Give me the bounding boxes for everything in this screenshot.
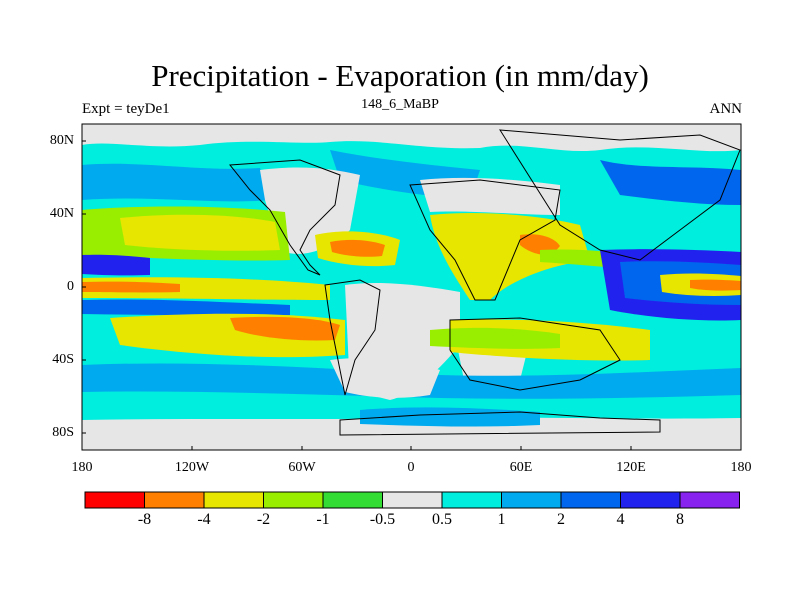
colorbar-label: 4 bbox=[616, 511, 625, 528]
colorbar-box bbox=[84, 491, 145, 509]
europe-gray bbox=[420, 177, 560, 215]
north-pacific-band bbox=[82, 163, 270, 202]
africa-arabia-dry bbox=[430, 213, 590, 300]
n-pacific-dry-yellow bbox=[120, 214, 280, 251]
experiment-label: Expt = teyDe1 bbox=[82, 101, 170, 117]
colorbar-label: -8 bbox=[137, 511, 152, 528]
colorbar-box bbox=[620, 491, 681, 509]
equatorial-orange bbox=[82, 281, 180, 293]
coastline-india-australia bbox=[449, 317, 621, 391]
plot-title: Precipitation - Evaporation (in mm/day) bbox=[151, 58, 649, 93]
colorbar bbox=[84, 491, 740, 509]
colorbar-box bbox=[679, 491, 740, 509]
colorbar-label: -4 bbox=[197, 511, 211, 528]
colorbar-label: -0.5 bbox=[369, 511, 396, 528]
n-atlantic-orange bbox=[330, 239, 385, 257]
colorbar-label: 0.5 bbox=[432, 511, 452, 528]
colorbar-box bbox=[441, 491, 502, 509]
colorbar-label: 2 bbox=[557, 511, 565, 528]
coastline-north-america bbox=[229, 159, 341, 276]
x-tick-label: 60W bbox=[288, 460, 316, 475]
asia-blue bbox=[600, 160, 741, 205]
y-tick-marks bbox=[82, 140, 86, 434]
coastline-asia bbox=[499, 129, 741, 261]
colorbar-box bbox=[203, 491, 264, 509]
colorbar-label: -2 bbox=[256, 511, 271, 528]
colorbar-label: 8 bbox=[676, 511, 684, 528]
season-label: ANN bbox=[709, 101, 743, 117]
y-tick-label: 80S bbox=[52, 425, 74, 440]
arctic-gray bbox=[82, 124, 741, 152]
south-pacific-blue bbox=[82, 299, 290, 316]
x-tick-label: 180 bbox=[71, 460, 93, 475]
time-label: 148_6_MaBP bbox=[361, 97, 439, 112]
y-tick-label: 0 bbox=[67, 279, 74, 294]
coastline-south-america bbox=[324, 279, 381, 396]
equatorial-blue-west bbox=[82, 254, 150, 276]
x-tick-label: 0 bbox=[407, 460, 415, 475]
indian-ocean-green bbox=[430, 327, 560, 349]
antarctic-coast-blue bbox=[360, 407, 540, 427]
colorbar-label: -1 bbox=[316, 511, 330, 528]
y-tick-label: 80N bbox=[49, 133, 74, 148]
colorbar-box bbox=[501, 491, 562, 509]
antarctic-gray bbox=[82, 417, 741, 450]
colorbar-box bbox=[322, 491, 383, 509]
x-tick-marks bbox=[81, 446, 742, 450]
coastline-europe-africa bbox=[409, 179, 561, 301]
x-tick-label: 60E bbox=[509, 460, 533, 475]
y-tick-label: 40S bbox=[52, 352, 74, 367]
x-tick-label: 120W bbox=[174, 460, 210, 475]
s-pacific-dry-orange bbox=[230, 316, 340, 341]
coastline-antarctica bbox=[339, 411, 661, 436]
colorbar-box bbox=[560, 491, 621, 509]
colorbar-label: 1 bbox=[497, 511, 506, 528]
colorbar-box bbox=[382, 491, 443, 509]
colorbar-box bbox=[263, 491, 324, 509]
x-tick-label: 120E bbox=[616, 460, 646, 475]
y-tick-label: 40N bbox=[49, 206, 74, 221]
east-pacific-dry-orange bbox=[690, 279, 741, 291]
x-tick-label: 180 bbox=[730, 460, 752, 475]
southern-ocean-gray bbox=[330, 358, 440, 398]
colorbar-box bbox=[144, 491, 205, 509]
